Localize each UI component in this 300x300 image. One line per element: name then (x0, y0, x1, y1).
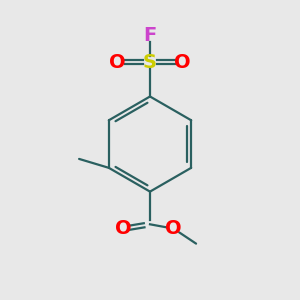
Text: S: S (143, 53, 157, 72)
Text: F: F (143, 26, 157, 45)
Text: O: O (166, 219, 182, 238)
Text: O: O (109, 53, 126, 72)
Text: O: O (174, 53, 191, 72)
Text: O: O (115, 219, 132, 238)
